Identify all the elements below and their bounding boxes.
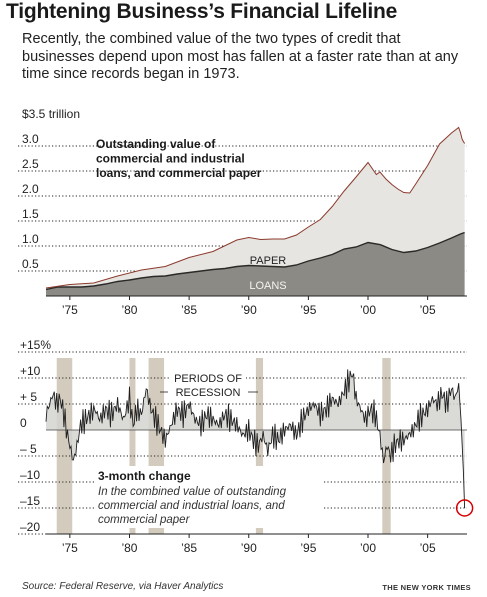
recession-label-bg <box>170 372 246 400</box>
bottom-y-tick-label: – 5 <box>20 442 37 456</box>
bottom-chart-fill <box>45 369 467 535</box>
top-y-tick-label: 0.5 <box>22 257 39 271</box>
recession-label-line: RECESSION <box>176 387 241 399</box>
top-x-tick-label: ’05 <box>420 303 436 317</box>
top-x-tick-label: ’80 <box>121 303 137 317</box>
top-x-tick-label: ’95 <box>300 303 316 317</box>
top-y-tick-label: 3.0 <box>22 132 39 146</box>
bottom-y-tick-label: –20 <box>20 520 40 534</box>
bottom-y-tick-label: + 5 <box>20 390 37 404</box>
top-y-tick-label: 1.0 <box>22 232 39 246</box>
top-chart-y-ticks: 0.5 1.0 1.5 2.0 2.5 3.0 $3.5 trillion <box>22 107 80 271</box>
source-note: Source: Federal Reserve, via Haver Analy… <box>22 581 224 592</box>
bottom-x-tick-label: ’90 <box>241 541 257 555</box>
bottom-x-tick-label: ’85 <box>181 541 197 555</box>
top-chart-x-ticks: ’75 ’80 ’85 ’90 ’95 ’00 ’05 <box>62 296 436 317</box>
top-x-tick-label: ’00 <box>360 303 376 317</box>
annotation-bg <box>94 466 324 528</box>
annotation-body: In the combined value of outstanding comm… <box>98 486 287 526</box>
recession-label: PERIODS OF RECESSION <box>160 372 258 400</box>
bottom-y-tick-label: –10 <box>20 468 40 482</box>
bottom-y-tick-label: 0 <box>20 416 27 430</box>
annotation-title: 3-month change <box>98 469 191 483</box>
loans-series-label: LOANS <box>249 280 286 292</box>
credit-line: THE NEW YORK TIMES <box>382 583 471 592</box>
top-x-tick-label: ’85 <box>181 303 197 317</box>
loans-line <box>45 231 465 291</box>
top-x-tick-label: ’90 <box>241 303 257 317</box>
top-y-tick-label: 2.5 <box>22 157 39 171</box>
bottom-x-tick-label: ’05 <box>420 541 436 555</box>
change-line <box>45 369 466 509</box>
bottom-x-tick-label: ’75 <box>62 541 78 555</box>
recession-band <box>129 358 136 534</box>
bottom-chart-annotation: 3-month change In the combined value of o… <box>94 466 324 528</box>
bottom-chart-x-ticks: ’75 ’80 ’85 ’90 ’95 ’00 ’05 <box>62 534 436 555</box>
bottom-x-tick-label: ’00 <box>360 541 376 555</box>
bottom-x-tick-label: ’80 <box>121 541 137 555</box>
chart-subtitle: Recently, the combined value of the two … <box>22 31 459 82</box>
bottom-x-tick-label: ’95 <box>300 541 316 555</box>
top-y-tick-label: 1.5 <box>22 207 39 221</box>
recession-band <box>255 358 264 534</box>
paper-area <box>46 127 465 290</box>
top-chart-annotation: Outstanding value of commercial and indus… <box>96 137 262 180</box>
loans-area <box>46 232 465 296</box>
recession-label-line: PERIODS OF <box>174 373 242 385</box>
paper-series-label: PAPER <box>250 255 287 267</box>
bottom-y-tick-label: +15% <box>20 338 51 352</box>
top-y-tick-label: 2.0 <box>22 182 39 196</box>
bottom-y-tick-label: –15 <box>20 494 40 508</box>
latest-value-highlight-circle <box>455 499 474 517</box>
bottom-y-tick-label: +10 <box>20 364 41 378</box>
top-y-tick-label: $3.5 trillion <box>22 107 80 121</box>
total-line <box>45 126 466 289</box>
bottom-chart-y-ticks: +15% +10 + 5 0 – 5 –10 –15 –20 <box>20 338 51 534</box>
top-chart-areas <box>45 126 467 297</box>
chart-title: Tightening Business’s Financial Lifeline <box>6 0 398 23</box>
top-x-tick-label: ’75 <box>62 303 78 317</box>
